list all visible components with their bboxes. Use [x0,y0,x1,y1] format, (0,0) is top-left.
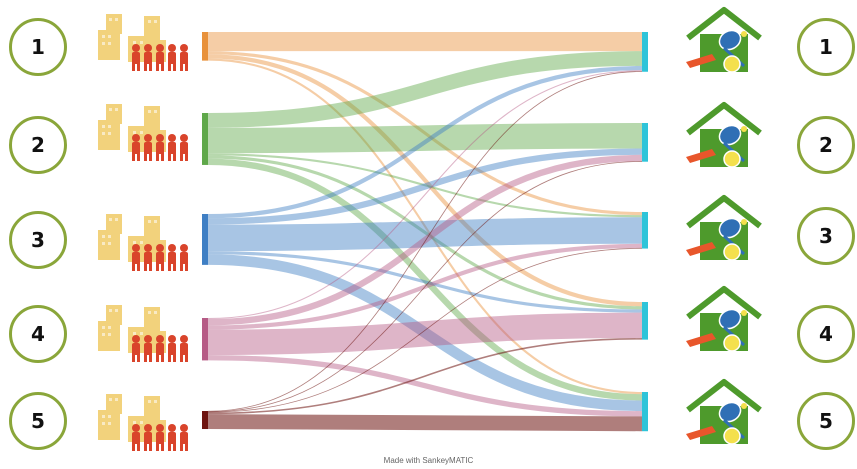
flow-5-to-4 [207,338,643,415]
flow-2-to-1 [207,51,643,128]
city-population-icon [98,104,188,161]
node-layer [202,32,648,432]
flow-3-to-4 [207,251,643,313]
flow-4-to-1 [207,70,643,320]
city-population-icon [98,214,188,271]
flow-5-to-1 [207,71,643,412]
sports-house-icon [686,289,760,351]
city-population-icon [98,394,188,451]
destination-label-3: 3 [797,207,855,265]
destination-node-3 [642,212,648,249]
sports-house-icon [686,198,760,260]
flow-5-to-5 [207,414,643,432]
flow-2-to-3 [207,153,643,218]
destination-node-1 [642,32,648,72]
city-population-icon [98,14,188,71]
sports-house-icon [686,382,760,444]
destination-node-2 [642,123,648,162]
origin-label-4: 4 [9,305,67,363]
origin-node-4 [202,318,208,361]
origin-label-1: 1 [9,18,67,76]
flow-3-to-3 [207,217,643,252]
flow-layer [207,31,643,432]
city-population-icon [98,305,188,362]
destination-label-1: 1 [797,18,855,76]
flow-1-to-5 [207,58,643,395]
destination-label-4: 4 [797,305,855,363]
sports-house-icon [686,105,760,167]
destination-label-2: 2 [797,116,855,174]
sports-house-icon [686,10,760,72]
flow-4-to-4 [207,312,643,356]
flow-5-to-3 [207,247,643,413]
origin-label-2: 2 [9,116,67,174]
flow-4-to-5 [207,355,643,417]
origin-node-3 [202,214,208,265]
flow-3-to-1 [207,65,643,219]
destination-label-5: 5 [797,392,855,450]
origin-node-2 [202,113,208,165]
origin-label-5: 5 [9,392,67,450]
flow-2-to-5 [207,158,643,401]
flow-1-to-3 [207,51,643,216]
flow-2-to-2 [207,123,643,154]
flow-2-to-4 [207,155,643,310]
flow-1-to-4 [207,54,643,307]
origin-label-3: 3 [9,211,67,269]
footer-credit: Made with SankeyMATIC [383,456,474,465]
destination-node-5 [642,392,648,432]
origin-node-5 [202,411,208,430]
flow-3-to-2 [207,148,643,225]
flow-4-to-2 [207,154,643,326]
destination-node-4 [642,302,648,340]
flow-3-to-5 [207,254,643,412]
flow-5-to-2 [207,161,643,413]
origin-node-1 [202,32,208,61]
